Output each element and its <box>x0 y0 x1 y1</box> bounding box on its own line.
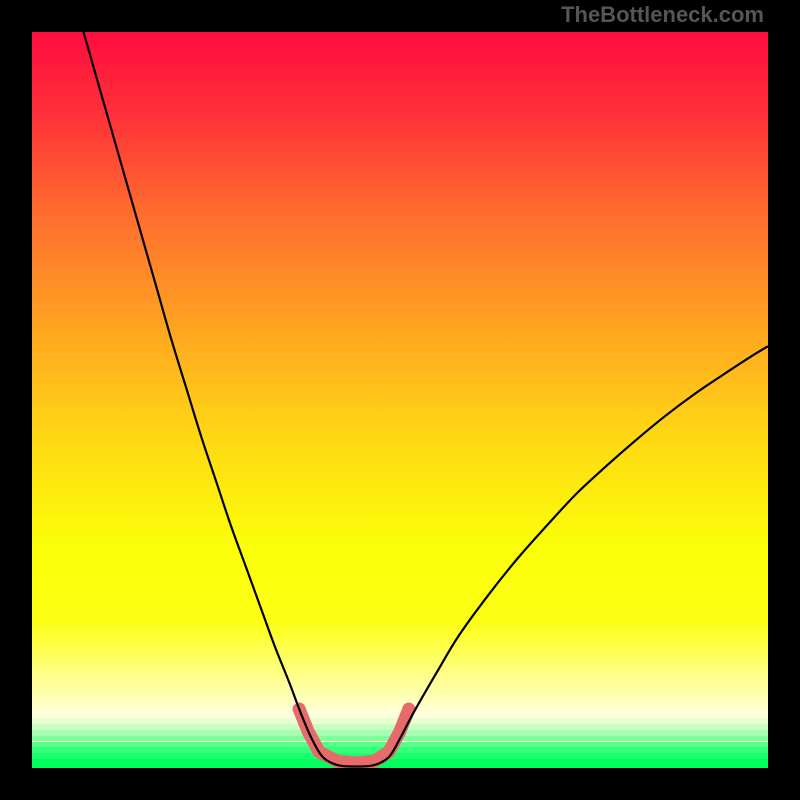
border-left <box>0 0 32 800</box>
chart-curve-layer <box>32 32 768 768</box>
border-right <box>768 0 800 800</box>
chart-plot-area <box>32 32 768 768</box>
bottleneck-curve <box>84 32 768 767</box>
watermark-text: TheBottleneck.com <box>561 2 764 28</box>
highlight-segment <box>299 709 409 763</box>
border-bottom <box>0 768 800 800</box>
